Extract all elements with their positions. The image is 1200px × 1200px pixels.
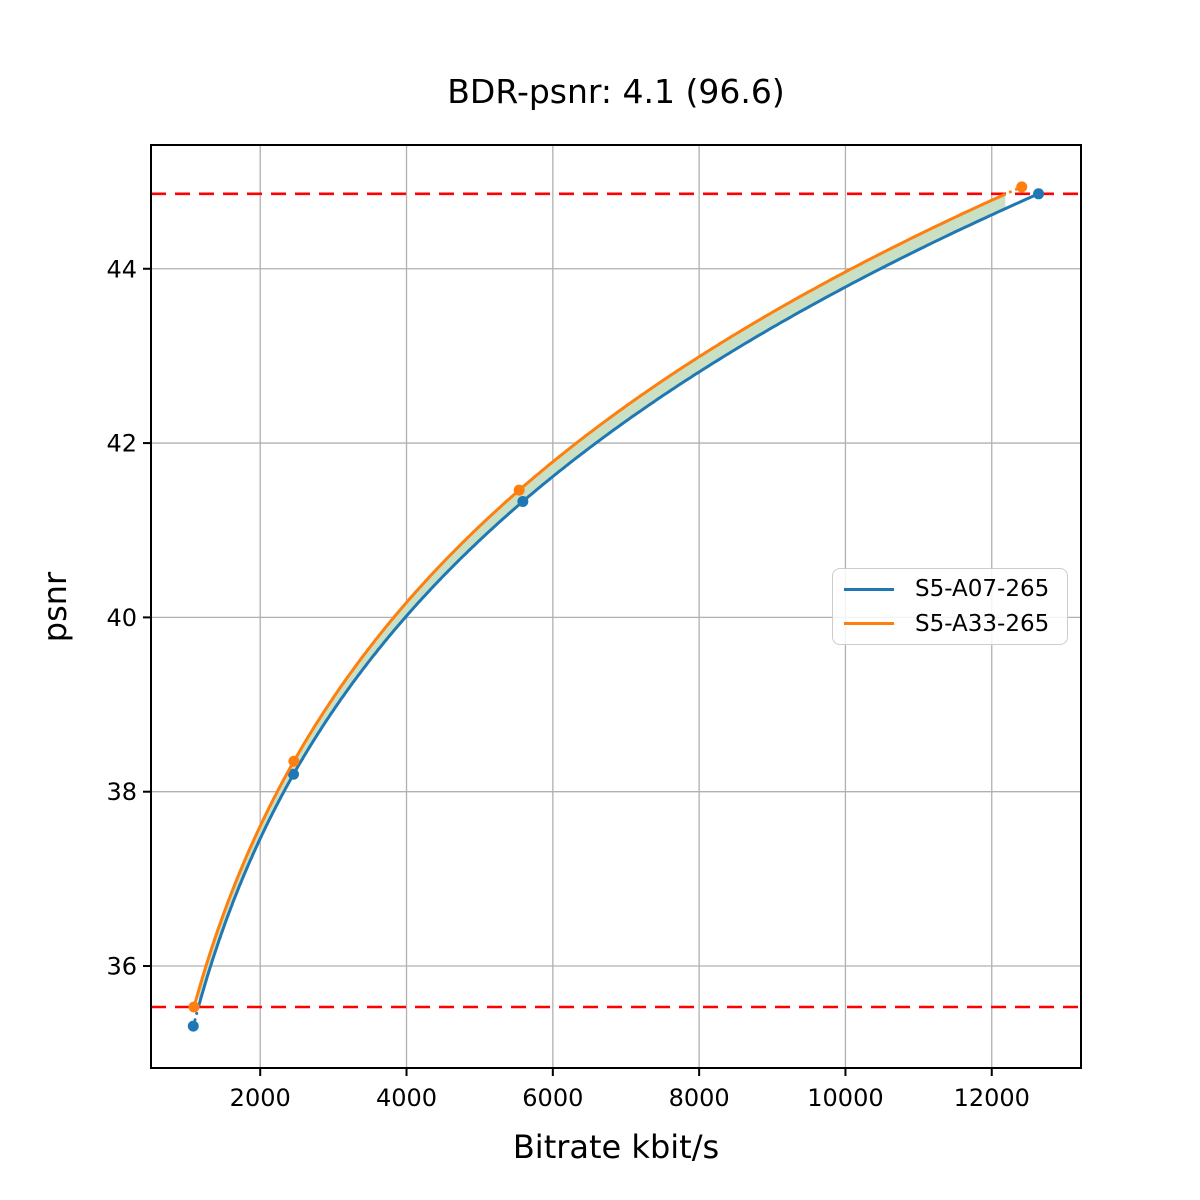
y-axis-label: psnr — [36, 571, 74, 643]
x-tick-label: 6000 — [522, 1084, 583, 1112]
legend-line-sample-orange — [844, 622, 894, 626]
x-tick-label: 12000 — [954, 1084, 1030, 1112]
series-curve-S5-A07-265 — [191, 192, 1040, 1028]
x-tick-label: 10000 — [807, 1084, 883, 1112]
y-tick-label: 38 — [106, 778, 137, 806]
x-tick-label: 4000 — [376, 1084, 437, 1112]
y-tick-label: 36 — [106, 953, 137, 981]
y-tick-labels: 36 38 40 42 44 — [106, 255, 137, 980]
y-tick-label: 42 — [106, 430, 137, 458]
x-axis-label: Bitrate kbit/s — [512, 1128, 720, 1166]
legend-label: S5-A33-265 — [915, 610, 1050, 637]
legend-item: S5-A07-265 — [833, 572, 1067, 606]
y-tick-label: 44 — [106, 255, 137, 283]
series-points-S5-A33-265 — [188, 181, 1028, 1013]
axes-frame — [150, 144, 1082, 1069]
series-curve-S5-A33-265 — [192, 185, 1024, 1008]
legend-item: S5-A33-265 — [833, 607, 1067, 641]
legend-line-sample-blue — [844, 587, 894, 591]
chart-title: BDR-psnr: 4.1 (96.6) — [447, 72, 785, 111]
bd-bound-lines — [151, 192, 1081, 1009]
series-points-S5-A07-265 — [187, 188, 1045, 1032]
y-tick-label: 40 — [106, 604, 137, 632]
legend-label: S5-A07-265 — [915, 576, 1050, 603]
x-tick-label: 8000 — [669, 1084, 730, 1112]
tick-marks — [143, 267, 993, 1076]
x-tick-labels: 2000 4000 6000 8000 10000 12000 — [230, 1084, 1030, 1112]
x-tick-label: 2000 — [230, 1084, 291, 1112]
legend: S5-A07-265 S5-A33-265 — [832, 568, 1068, 645]
